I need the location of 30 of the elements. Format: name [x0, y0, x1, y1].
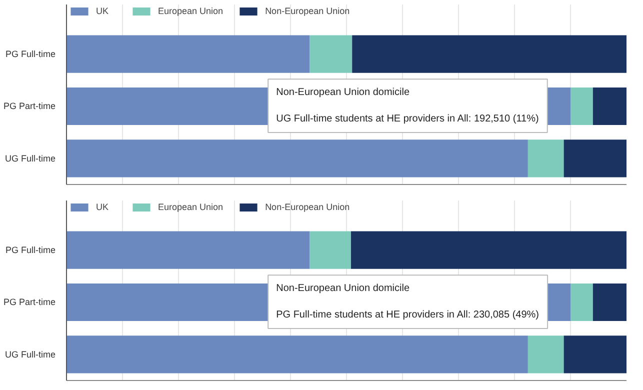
bar [66, 35, 310, 73]
y-tick-label: PG Full-time [5, 49, 56, 60]
legend-label: UK [96, 202, 110, 212]
y-tick-label: PG Part-time [3, 297, 56, 308]
bar [352, 35, 626, 73]
bar [570, 87, 593, 126]
y-tick-label: UG Full-time [5, 349, 56, 360]
text: Non-European Union domicile UG Full-time students at HE providers in All: 192,510 (11%) [276, 87, 539, 125]
bar [592, 87, 626, 126]
bar [564, 336, 626, 374]
y-tick-label: PG Full-time [5, 245, 56, 256]
y-tick-label: UG Full-time [5, 153, 56, 164]
bar [310, 35, 352, 73]
legend-label: Non-European Union [265, 202, 350, 212]
legend-label: European Union [158, 202, 224, 212]
bar [350, 231, 626, 269]
bar [310, 231, 351, 269]
bar [66, 231, 310, 269]
legend-label: UK [96, 6, 110, 16]
legend-label: European Union [158, 6, 224, 16]
bar [66, 336, 528, 374]
bar [528, 336, 564, 374]
bar [528, 140, 564, 178]
bar [570, 283, 593, 322]
bar [592, 283, 626, 322]
text: Non-European Union domicile PG Full-time students at HE providers in All: 230,085 (49%) [276, 283, 540, 321]
bar [66, 140, 528, 178]
bar [564, 140, 626, 178]
y-tick-label: PG Part-time [3, 101, 56, 112]
legend-label: Non-European Union [265, 6, 350, 16]
